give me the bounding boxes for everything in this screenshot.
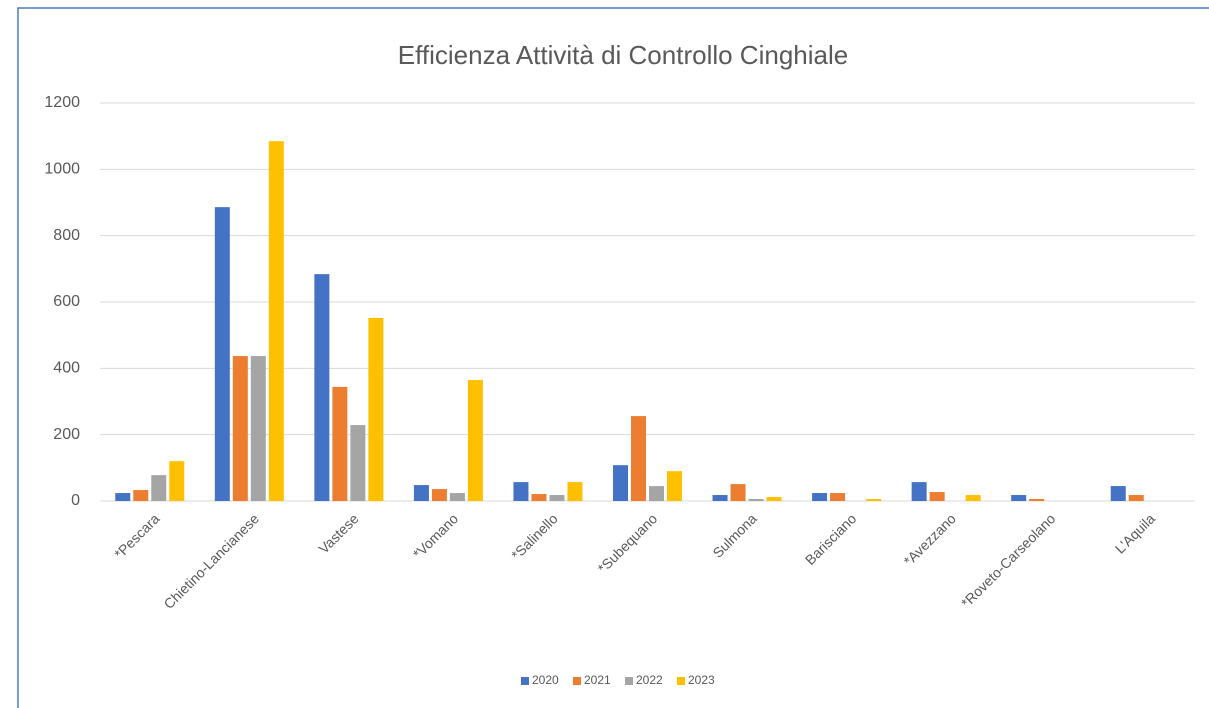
- bar: [667, 471, 682, 501]
- y-tick-label: 800: [53, 227, 80, 244]
- bar: [214, 207, 230, 502]
- bar: [1011, 495, 1027, 501]
- bar: [1128, 495, 1144, 501]
- y-tick-label: 1200: [44, 94, 80, 111]
- bar: [730, 484, 746, 501]
- bar: [613, 465, 628, 501]
- bar: [268, 141, 284, 501]
- bar: [965, 495, 981, 501]
- bar: [413, 485, 429, 501]
- y-tick-label: 1000: [44, 161, 80, 178]
- y-tick-label: 0: [71, 492, 80, 509]
- bar: [368, 317, 384, 501]
- bar: [431, 489, 447, 501]
- bar: [549, 495, 565, 501]
- y-tick-label: 400: [53, 360, 80, 377]
- bar: [314, 274, 330, 501]
- legend-swatch: [573, 677, 581, 685]
- bar: [567, 482, 583, 501]
- bar: [748, 499, 764, 501]
- legend-label: 2022: [636, 673, 663, 687]
- bar: [631, 416, 646, 501]
- bar: [1110, 486, 1126, 501]
- bar: [531, 494, 547, 501]
- legend-swatch: [677, 677, 685, 685]
- bar: [513, 482, 529, 501]
- bar: [250, 356, 266, 501]
- bar: [812, 493, 828, 501]
- bar: [866, 499, 882, 501]
- bar: [332, 386, 348, 501]
- bar: [467, 379, 483, 501]
- bar: [649, 486, 664, 501]
- bar: [830, 493, 846, 501]
- y-tick-label: 200: [53, 426, 80, 443]
- chart-border: [17, 7, 1209, 708]
- bar: [232, 356, 248, 501]
- legend-swatch: [521, 677, 529, 685]
- bar: [115, 493, 131, 501]
- bar: [929, 492, 945, 501]
- y-tick-label: 600: [53, 293, 80, 310]
- bar: [350, 425, 366, 501]
- bar: [766, 497, 782, 501]
- legend-label: 2023: [688, 673, 715, 687]
- legend-label: 2020: [532, 673, 559, 687]
- bar: [449, 493, 465, 501]
- chart-title: Efficienza Attività di Controllo Cinghia…: [398, 40, 848, 70]
- bar: [911, 482, 927, 501]
- bar: [712, 495, 728, 501]
- legend-label: 2021: [584, 673, 611, 687]
- bar: [169, 461, 185, 501]
- bar: [1029, 499, 1045, 501]
- bar: [133, 490, 149, 501]
- legend-swatch: [625, 677, 633, 685]
- bar: [151, 475, 167, 501]
